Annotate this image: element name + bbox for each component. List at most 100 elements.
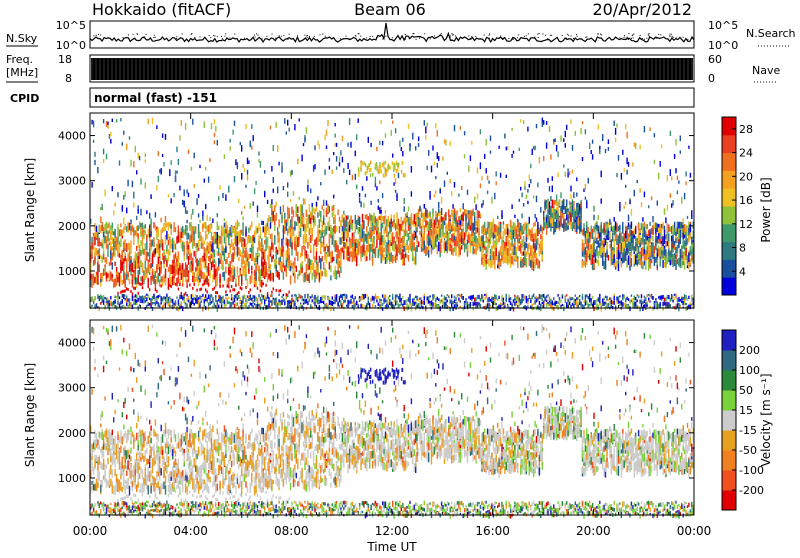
power-echo: [474, 297, 476, 302]
power-echo: [128, 302, 131, 306]
power-echo: [137, 243, 139, 248]
power-echo: [451, 248, 453, 255]
power-echo: [438, 220, 440, 225]
power-echo: [502, 254, 505, 264]
power-echo: [176, 236, 178, 244]
power-echo: [509, 257, 512, 264]
power-echo: [335, 244, 338, 251]
power-echo: [507, 247, 509, 257]
power-echo: [136, 253, 138, 263]
power-echo: [302, 306, 305, 311]
power-echo: [289, 303, 292, 307]
power-echo: [110, 225, 112, 231]
power-echo: [535, 245, 538, 251]
power-echo: [435, 305, 437, 308]
power-echo: [584, 129, 587, 135]
power-echo: [400, 250, 402, 260]
power-echo: [305, 233, 308, 243]
power-echo: [180, 264, 182, 273]
power-echo: [249, 140, 251, 148]
power-echo: [538, 294, 541, 300]
power-echo: [170, 160, 172, 165]
power-echo: [335, 142, 338, 147]
power-echo: [396, 302, 398, 305]
power-echo: [610, 304, 612, 309]
power-echo: [255, 253, 257, 258]
power-echo: [219, 298, 221, 304]
power-echo: [130, 267, 132, 276]
power-echo: [98, 250, 100, 256]
power-echo: [442, 298, 444, 303]
power-echo: [534, 145, 536, 151]
power-echo: [377, 296, 379, 299]
power-echo: [545, 142, 548, 149]
power-echo: [609, 297, 611, 300]
power-echo: [515, 229, 518, 239]
power-echo: [583, 261, 585, 266]
power-echo: [200, 296, 203, 301]
power-echo: [551, 218, 553, 227]
power-echo: [433, 234, 436, 241]
power-echo: [287, 191, 289, 197]
power-echo: [356, 184, 358, 189]
power-echo: [419, 301, 421, 306]
power-echo: [445, 297, 447, 301]
power-echo: [590, 300, 592, 305]
power-echo: [130, 302, 132, 307]
power-echo: [278, 237, 280, 243]
power-echo: [193, 226, 195, 232]
power-echo: [317, 212, 319, 218]
power-echo: [199, 277, 201, 283]
power-echo: [223, 272, 226, 281]
power-echo: [294, 262, 296, 268]
power-echo: [603, 302, 605, 306]
power-echo: [518, 222, 520, 228]
power-echo: [404, 230, 407, 237]
power-echo: [246, 174, 249, 181]
power-echo: [107, 300, 109, 305]
power-echo: [232, 242, 234, 249]
power-echo: [603, 248, 605, 257]
power-echo: [287, 261, 289, 269]
power-echo: [218, 244, 220, 254]
power-echo: [573, 217, 575, 225]
power-echo: [472, 246, 474, 255]
power-echo: [137, 233, 139, 239]
power-echo: [630, 252, 633, 257]
power-echo: [259, 161, 262, 168]
power-echo: [184, 206, 187, 214]
power-echo: [318, 219, 321, 229]
power-echo: [200, 239, 203, 246]
power-echo: [176, 296, 178, 299]
power-echo: [606, 228, 608, 233]
power-echo: [381, 303, 384, 306]
power-echo: [242, 266, 244, 271]
power-echo: [179, 235, 181, 243]
power-echo: [576, 192, 578, 197]
power-echo: [320, 211, 322, 218]
power-echo: [324, 304, 326, 308]
power-echo: [182, 199, 184, 205]
power-echo: [512, 299, 515, 303]
power-echo: [147, 261, 149, 271]
power-echo: [195, 253, 197, 262]
power-echo: [108, 237, 111, 243]
power-echo: [284, 265, 286, 272]
power-echo: [525, 243, 528, 249]
power-echo: [113, 231, 115, 236]
power-echo: [274, 220, 276, 226]
power-echo: [215, 268, 217, 278]
power-echo: [150, 275, 152, 281]
power-echo: [555, 300, 558, 304]
power-echo: [537, 182, 539, 188]
power-echo: [335, 294, 338, 298]
power-echo: [620, 242, 623, 251]
power-echo: [509, 242, 512, 251]
power-echo: [594, 233, 597, 241]
power-echo: [321, 220, 323, 226]
power-echo: [420, 243, 423, 252]
power-echo: [136, 225, 138, 236]
power-echo: [420, 212, 423, 218]
power-echo: [225, 194, 227, 201]
power-echo: [600, 239, 602, 247]
